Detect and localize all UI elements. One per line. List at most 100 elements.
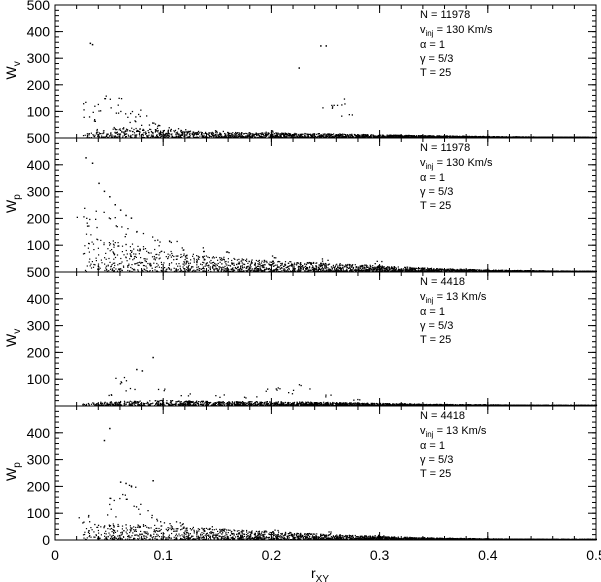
scatter-point [191, 133, 193, 136]
scatter-point [472, 269, 474, 271]
scatter-point [345, 135, 347, 137]
scatter-point [427, 136, 429, 138]
scatter-point [186, 260, 188, 262]
scatter-point [556, 136, 558, 138]
scatter-point [202, 261, 204, 263]
scatter-point [339, 133, 341, 135]
scatter-point [150, 136, 152, 138]
scatter-point [153, 258, 155, 260]
scatter-point [183, 268, 185, 270]
scatter-point [215, 136, 217, 138]
scatter-point [265, 134, 267, 136]
scatter-point [279, 261, 281, 263]
scatter-point [131, 268, 133, 270]
scatter-point [109, 250, 111, 252]
scatter-point [135, 121, 137, 123]
scatter-point [118, 133, 120, 135]
scatter-point [195, 270, 197, 272]
scatter-point [287, 132, 289, 134]
scatter-point [367, 266, 369, 268]
scatter-point [143, 248, 145, 250]
scatter-point [156, 135, 159, 138]
annotation-alpha: α = 1 [420, 172, 445, 184]
scatter-point [194, 270, 196, 272]
scatter-point [123, 254, 125, 256]
scatter-point [333, 104, 335, 106]
scatter-point [129, 253, 131, 255]
scatter-point [268, 136, 270, 138]
scatter-point [237, 268, 239, 270]
scatter-point [283, 135, 285, 137]
scatter-point [118, 129, 120, 131]
scatter-point [254, 133, 256, 136]
scatter-point [170, 128, 172, 131]
scatter-point [337, 133, 339, 136]
scatter-point [231, 133, 233, 135]
scatter-point [103, 244, 105, 246]
scatter-point [240, 265, 242, 267]
scatter-point [183, 264, 185, 266]
scatter-point [453, 135, 455, 137]
scatter-point [382, 269, 384, 271]
scatter-point [306, 136, 308, 138]
scatter-point [359, 136, 361, 138]
scatter-point [482, 270, 484, 272]
scatter-point [162, 135, 164, 137]
scatter-point [410, 135, 412, 138]
scatter-point [379, 268, 382, 270]
scatter-point [271, 134, 273, 136]
scatter-point [259, 132, 261, 135]
scatter-point [286, 133, 288, 135]
scatter-point [86, 134, 89, 136]
scatter-point [243, 270, 245, 272]
scatter-point [101, 262, 103, 264]
scatter-point [368, 267, 370, 270]
scatter-point [148, 252, 150, 254]
scatter-point [225, 133, 227, 135]
scatter-point [348, 267, 350, 269]
scatter-point [302, 136, 304, 138]
scatter-point [320, 270, 322, 272]
scatter-point [446, 135, 448, 137]
scatter-point [365, 264, 367, 266]
scatter-point [104, 257, 106, 259]
scatter-point [141, 124, 143, 126]
scatter-point [195, 132, 197, 134]
scatter-point [175, 136, 177, 138]
scatter-point [243, 266, 245, 268]
scatter-point [351, 114, 353, 116]
scatter-point [168, 134, 170, 137]
scatter-point [230, 268, 232, 270]
scatter-point [207, 136, 209, 138]
scatter-point [160, 132, 162, 134]
scatter-point [175, 133, 177, 135]
scatter-point [380, 270, 382, 272]
scatter-point [259, 263, 261, 265]
scatter-point [393, 135, 395, 137]
annotation-t: T = 25 [420, 200, 451, 212]
scatter-point [98, 268, 100, 271]
scatter-point [396, 134, 398, 137]
scatter-point [261, 133, 264, 135]
scatter-point [302, 133, 304, 136]
scatter-point [247, 269, 249, 271]
scatter-point [379, 135, 381, 138]
scatter-point [231, 262, 234, 264]
scatter-point [123, 131, 125, 133]
scatter-point [183, 261, 185, 263]
scatter-point [148, 124, 151, 126]
scatter-point [393, 266, 395, 268]
scatter-point [376, 270, 378, 272]
scatter-point [105, 265, 107, 267]
scatter-point [135, 253, 137, 255]
scatter-point [382, 266, 384, 268]
scatter-point [451, 136, 453, 138]
scatter-point [310, 133, 312, 135]
scatter-point [231, 136, 233, 138]
scatter-point [218, 134, 220, 136]
scatter-point [349, 264, 351, 266]
scatter-point [451, 270, 453, 272]
scatter-point [372, 136, 374, 138]
scatter-point [356, 136, 358, 138]
